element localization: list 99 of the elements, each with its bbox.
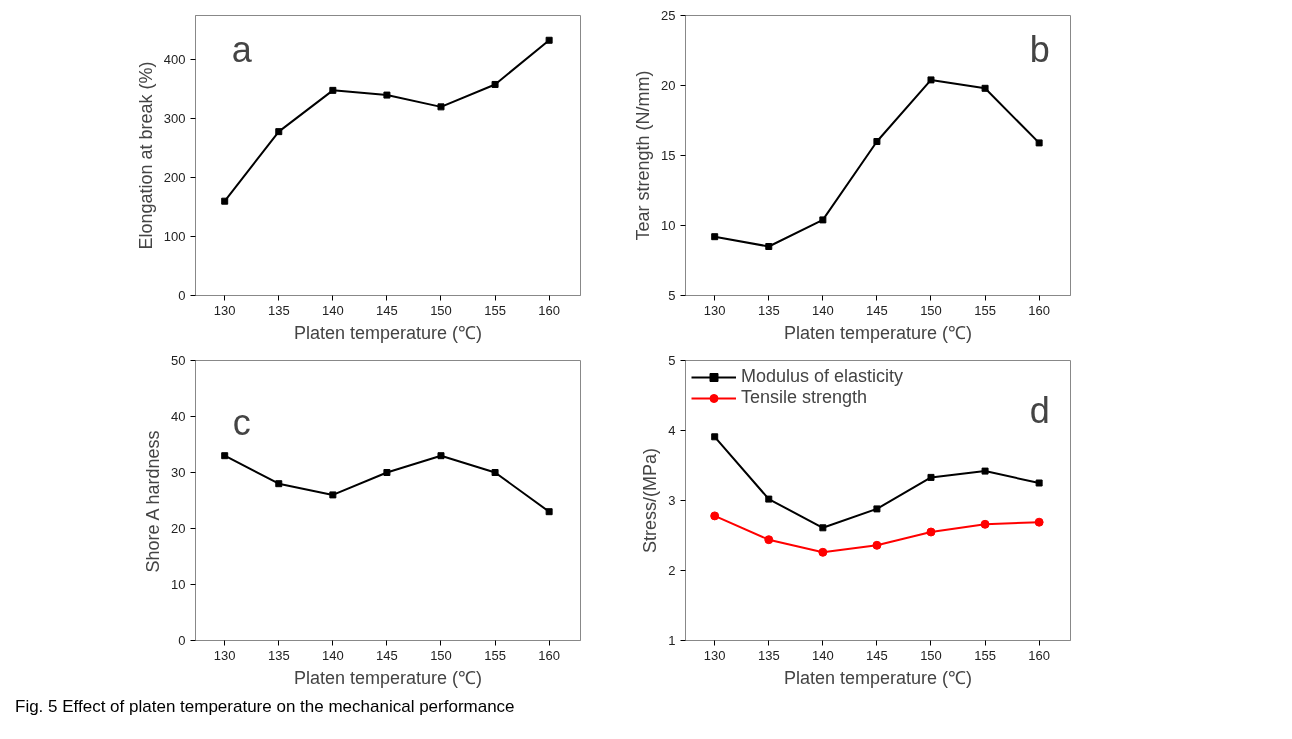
x-tick-label: 145 [866, 302, 888, 318]
y-tick-label: 300 [163, 111, 186, 127]
point [1034, 517, 1044, 527]
point [275, 128, 283, 136]
point [711, 433, 719, 441]
y-tick-label: 15 [661, 148, 676, 163]
x-tick-label: 150 [920, 647, 942, 663]
x-tick-label: 130 [213, 647, 236, 663]
y-tick-label: 5 [668, 353, 676, 368]
point [437, 103, 445, 111]
y-tick-label: 20 [661, 78, 676, 93]
point [329, 86, 337, 94]
point [873, 505, 881, 513]
point [872, 540, 882, 550]
point [765, 495, 773, 503]
y-tick-label: 5 [668, 288, 676, 303]
point [980, 519, 990, 529]
x-tick-label: 135 [757, 647, 780, 663]
y-tick-label: 20 [171, 521, 186, 536]
y-axis-title: Elongation at break (%) [135, 61, 156, 250]
y-tick-label: 25 [661, 8, 676, 23]
x-tick-label: 140 [322, 302, 344, 318]
y-tick-label: 0 [178, 633, 186, 648]
point [818, 547, 828, 557]
x-tick-label: 160 [1028, 647, 1050, 663]
point [329, 491, 337, 499]
x-tick-label: 140 [812, 302, 834, 318]
y-tick-label: 40 [171, 409, 186, 424]
y-tick-label: 400 [163, 52, 186, 68]
point [926, 527, 936, 537]
point [765, 243, 773, 250]
x-tick-label: 155 [484, 302, 506, 318]
x-axis-title: Platen temperature (℃) [783, 322, 973, 343]
x-axis-title: Platen temperature (℃) [293, 322, 483, 343]
x-tick-label: 135 [267, 302, 290, 318]
y-tick-label: 10 [661, 218, 676, 233]
point [275, 480, 283, 488]
x-tick-label: 150 [430, 302, 452, 318]
point [873, 138, 881, 145]
point [491, 80, 499, 88]
y-tick-label: 1 [668, 633, 676, 648]
annotation: a [231, 28, 253, 70]
point [1035, 139, 1043, 147]
y-axis-title: Stress/(MPa) [640, 447, 661, 554]
x-tick-label: 160 [538, 647, 560, 663]
x-axis-title: Platen temperature (℃) [783, 667, 973, 688]
point [437, 452, 445, 460]
y-tick-label: 0 [178, 288, 186, 303]
point [927, 76, 935, 84]
x-tick-label: 150 [920, 302, 942, 318]
y-tick-label: 2 [668, 563, 676, 578]
point [545, 36, 553, 44]
x-tick-label: 145 [376, 302, 398, 318]
point [927, 473, 935, 481]
annotation: d [1029, 390, 1050, 432]
y-axis-title: Shore A hardness [143, 430, 164, 573]
x-tick-label: 135 [757, 302, 780, 318]
y-tick-label: 3 [668, 493, 676, 508]
x-tick-label: 160 [1028, 302, 1050, 318]
y-tick-label: 10 [171, 577, 186, 592]
point [710, 511, 720, 521]
x-tick-label: 140 [322, 647, 344, 663]
y-tick-label: 4 [668, 423, 676, 438]
point [383, 91, 391, 99]
annotation: c [232, 401, 251, 443]
point [819, 524, 827, 532]
x-tick-label: 155 [484, 647, 506, 663]
point [1035, 479, 1043, 487]
x-axis-title: Platen temperature (℃) [293, 667, 483, 688]
legend-label: Modulus of elasticity [741, 366, 904, 387]
point [711, 233, 719, 241]
point [981, 84, 989, 92]
annotation: b [1029, 28, 1050, 70]
y-tick-label: 100 [163, 229, 186, 245]
point [221, 452, 229, 460]
x-tick-label: 130 [213, 302, 236, 318]
x-tick-label: 145 [376, 647, 398, 663]
y-axis-title: Tear strength (N/mm) [633, 70, 654, 241]
x-tick-label: 130 [703, 302, 726, 318]
x-tick-label: 155 [974, 302, 996, 318]
point [764, 535, 774, 545]
x-tick-label: 135 [267, 647, 290, 663]
point [491, 469, 499, 476]
x-tick-label: 140 [812, 647, 834, 663]
y-tick-label: 30 [171, 465, 186, 480]
x-tick-label: 145 [866, 647, 888, 663]
x-tick-label: 150 [430, 647, 452, 663]
y-tick-label: 200 [163, 170, 186, 186]
x-tick-label: 160 [538, 302, 560, 318]
x-tick-label: 155 [974, 647, 996, 663]
caption: Fig. 5 Effect of platen temperature on the mechanical performance [15, 696, 515, 718]
point [545, 508, 553, 516]
legend-label: Tensile strength [741, 387, 868, 408]
point [819, 216, 827, 224]
y-tick-label: 50 [171, 353, 186, 368]
point [221, 197, 229, 205]
point [383, 469, 391, 476]
x-tick-label: 130 [703, 647, 726, 663]
point [981, 467, 989, 475]
